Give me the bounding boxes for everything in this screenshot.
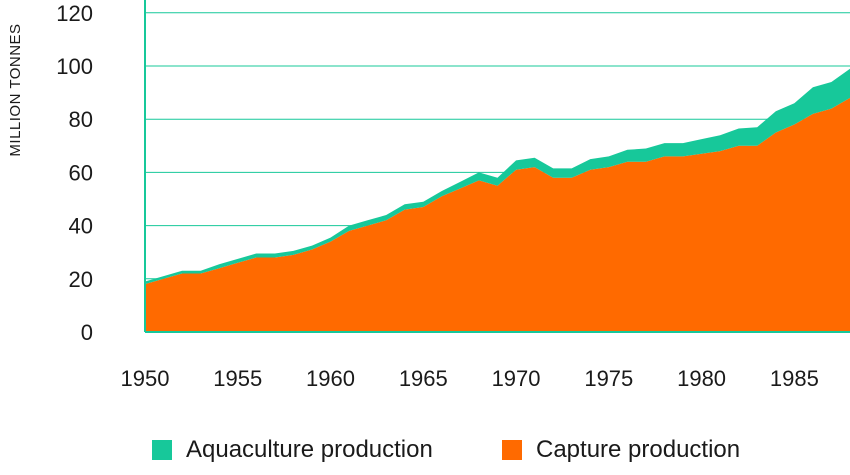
legend-item-capture: Capture production bbox=[502, 436, 740, 464]
y-tick-100: 100 bbox=[56, 54, 93, 79]
x-tick-1970: 1970 bbox=[492, 366, 541, 391]
capture-swatch bbox=[502, 440, 522, 460]
x-tick-labels: 1950 1955 1960 1965 1970 1975 1980 1985 bbox=[121, 366, 819, 391]
x-tick-1975: 1975 bbox=[584, 366, 633, 391]
area-series bbox=[145, 68, 850, 333]
y-tick-labels: 0 20 40 60 80 100 120 bbox=[56, 1, 93, 345]
x-tick-1955: 1955 bbox=[213, 366, 262, 391]
y-tick-120: 120 bbox=[56, 1, 93, 26]
aquaculture-swatch bbox=[152, 440, 172, 460]
legend-label-capture: Capture production bbox=[536, 436, 741, 463]
legend-item-aquaculture: Aquaculture production bbox=[152, 436, 433, 464]
y-tick-20: 20 bbox=[69, 267, 93, 292]
y-tick-0: 0 bbox=[81, 320, 93, 345]
legend: Aquaculture production Capture productio… bbox=[0, 436, 850, 472]
y-tick-60: 60 bbox=[69, 160, 93, 185]
y-tick-80: 80 bbox=[69, 107, 93, 132]
legend-label-aquaculture: Aquaculture production bbox=[186, 436, 433, 463]
x-tick-1980: 1980 bbox=[677, 366, 726, 391]
x-tick-1985: 1985 bbox=[770, 366, 819, 391]
y-axis-label: MILLION TONNES bbox=[7, 23, 24, 156]
y-tick-40: 40 bbox=[69, 214, 93, 239]
axes bbox=[144, 0, 850, 333]
x-tick-1965: 1965 bbox=[399, 366, 448, 391]
area-capture-production bbox=[145, 97, 850, 333]
x-tick-1950: 1950 bbox=[121, 366, 170, 391]
x-tick-1960: 1960 bbox=[306, 366, 355, 391]
